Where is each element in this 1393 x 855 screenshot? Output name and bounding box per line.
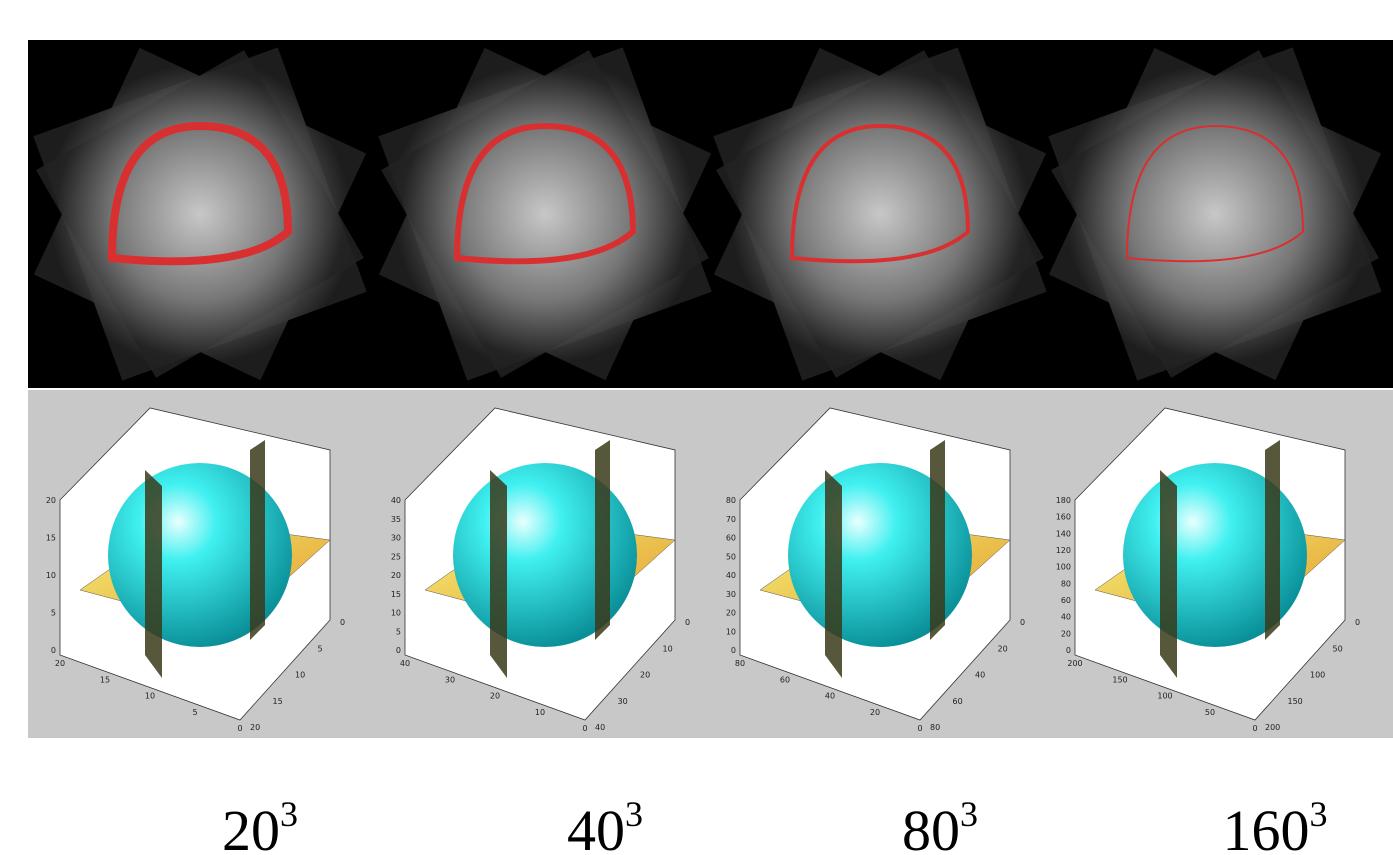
- y-tick-label: 30: [618, 697, 628, 706]
- z-tick-label: 10: [46, 571, 56, 580]
- x-tick-label: 0: [582, 724, 587, 733]
- z-tick-label: 10: [726, 627, 736, 636]
- x-tick-label: 20: [55, 659, 65, 668]
- y-tick-label: 20: [250, 723, 260, 732]
- label-exponent: 3: [1310, 794, 1328, 834]
- y-tick-label: 0: [1020, 618, 1025, 627]
- z-tick-label: 30: [726, 590, 736, 599]
- y-tick-label: 200: [1265, 723, 1280, 732]
- panel-label: 403: [567, 794, 643, 855]
- xz-plane: [825, 470, 842, 678]
- x-tick-label: 40: [400, 659, 410, 668]
- y-tick-label: 60: [953, 697, 963, 706]
- x-tick-label: 200: [1067, 659, 1082, 668]
- x-tick-label: 15: [100, 675, 110, 684]
- z-tick-label: 100: [1056, 563, 1071, 572]
- x-tick-label: 5: [192, 708, 197, 717]
- y-tick-label: 80: [930, 723, 940, 732]
- z-tick-label: 15: [46, 534, 56, 543]
- xz-plane: [1160, 470, 1177, 678]
- label-base: 80: [902, 798, 960, 855]
- y-tick-label: 0: [685, 618, 690, 627]
- x-tick-label: 100: [1157, 692, 1172, 701]
- panel-label: 803: [902, 794, 978, 855]
- z-tick-label: 35: [391, 515, 401, 524]
- y-tick-label: 10: [663, 644, 673, 653]
- y-tick-label: 40: [975, 671, 985, 680]
- panel-label: 203: [222, 794, 298, 855]
- panel-label: 1603: [1223, 794, 1328, 855]
- label-exponent: 3: [960, 794, 978, 834]
- page: 0510152020151050051015202030510152025303…: [0, 0, 1393, 855]
- x-tick-label: 0: [1252, 724, 1257, 733]
- x-tick-label: 40: [825, 692, 835, 701]
- z-tick-label: 20: [46, 496, 56, 505]
- z-tick-label: 40: [1061, 613, 1071, 622]
- y-tick-label: 50: [1333, 644, 1343, 653]
- z-tick-label: 80: [726, 496, 736, 505]
- label-exponent: 3: [625, 794, 643, 834]
- yz-plane: [595, 440, 610, 640]
- y-tick-label: 20: [998, 644, 1008, 653]
- y-tick-label: 0: [340, 618, 345, 627]
- x-tick-label: 30: [445, 675, 455, 684]
- z-tick-label: 120: [1056, 546, 1071, 555]
- x-tick-label: 20: [870, 708, 880, 717]
- z-tick-label: 15: [391, 590, 401, 599]
- z-tick-label: 20: [391, 571, 401, 580]
- figure: 0510152020151050051015202030510152025303…: [0, 0, 1393, 855]
- label-exponent: 3: [280, 794, 298, 834]
- z-tick-label: 140: [1056, 529, 1071, 538]
- label-base: 20: [222, 798, 280, 855]
- z-tick-label: 0: [51, 646, 56, 655]
- y-tick-label: 150: [1288, 697, 1303, 706]
- z-tick-label: 5: [51, 609, 56, 618]
- z-tick-label: 5: [396, 627, 401, 636]
- xz-plane: [145, 470, 162, 678]
- y-tick-label: 100: [1310, 671, 1325, 680]
- z-tick-label: 0: [731, 646, 736, 655]
- y-tick-label: 5: [318, 644, 323, 653]
- x-tick-label: 10: [535, 708, 545, 717]
- label-base: 40: [567, 798, 625, 855]
- label-base: 160: [1223, 798, 1310, 855]
- z-tick-label: 60: [1061, 596, 1071, 605]
- x-tick-label: 80: [735, 659, 745, 668]
- z-tick-label: 180: [1056, 496, 1071, 505]
- x-tick-label: 60: [780, 675, 790, 684]
- x-tick-label: 10: [145, 692, 155, 701]
- z-tick-label: 160: [1056, 513, 1071, 522]
- yz-plane: [1265, 440, 1280, 640]
- y-tick-label: 10: [295, 671, 305, 680]
- z-tick-label: 60: [726, 534, 736, 543]
- x-tick-label: 150: [1112, 675, 1127, 684]
- y-tick-label: 40: [595, 723, 605, 732]
- z-tick-label: 20: [1061, 629, 1071, 638]
- x-tick-label: 0: [237, 724, 242, 733]
- z-tick-label: 20: [726, 609, 736, 618]
- z-tick-label: 0: [396, 646, 401, 655]
- y-tick-label: 20: [640, 671, 650, 680]
- z-tick-label: 80: [1061, 579, 1071, 588]
- x-tick-label: 0: [917, 724, 922, 733]
- xz-plane: [490, 470, 507, 678]
- x-tick-label: 20: [490, 692, 500, 701]
- z-tick-label: 70: [726, 515, 736, 524]
- z-tick-label: 40: [391, 496, 401, 505]
- y-tick-label: 15: [273, 697, 283, 706]
- z-tick-label: 25: [391, 552, 401, 561]
- z-tick-label: 10: [391, 609, 401, 618]
- yz-plane: [930, 440, 945, 640]
- z-tick-label: 0: [1066, 646, 1071, 655]
- z-tick-label: 40: [726, 571, 736, 580]
- y-tick-label: 0: [1355, 618, 1360, 627]
- z-tick-label: 30: [391, 534, 401, 543]
- yz-plane: [250, 440, 265, 640]
- x-tick-label: 50: [1205, 708, 1215, 717]
- z-tick-label: 50: [726, 552, 736, 561]
